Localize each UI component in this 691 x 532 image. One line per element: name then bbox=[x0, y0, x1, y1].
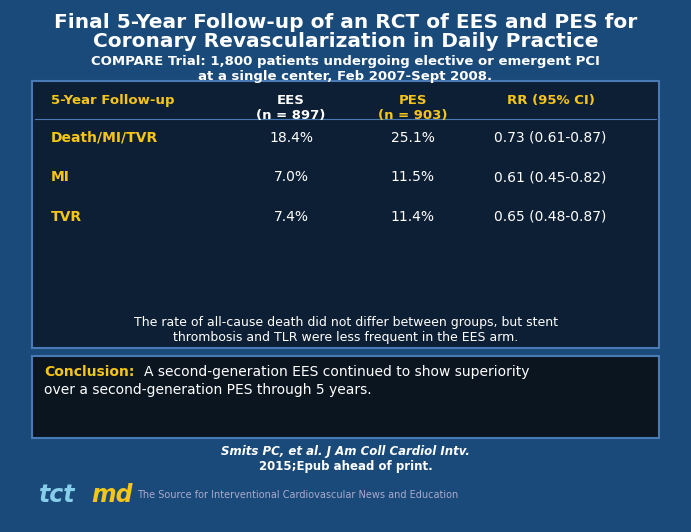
Text: Death/MI/TVR: Death/MI/TVR bbox=[51, 131, 158, 145]
Text: 0.73 (0.61-0.87): 0.73 (0.61-0.87) bbox=[494, 131, 607, 145]
Text: 2015;Epub ahead of print.: 2015;Epub ahead of print. bbox=[258, 460, 433, 473]
Text: TVR: TVR bbox=[51, 210, 82, 224]
Text: Final 5-Year Follow-up of an RCT of EES and PES for: Final 5-Year Follow-up of an RCT of EES … bbox=[54, 13, 637, 32]
Text: The rate of all-cause death did not differ between groups, but stent: The rate of all-cause death did not diff… bbox=[133, 316, 558, 329]
Text: 7.0%: 7.0% bbox=[274, 170, 309, 184]
Text: md: md bbox=[91, 483, 133, 506]
Text: 7.4%: 7.4% bbox=[274, 210, 309, 224]
Text: Conclusion:: Conclusion: bbox=[44, 365, 135, 379]
Text: The Source for Interventional Cardiovascular News and Education: The Source for Interventional Cardiovasc… bbox=[138, 489, 459, 500]
Text: Smits PC, et al. J Am Coll Cardiol Intv.: Smits PC, et al. J Am Coll Cardiol Intv. bbox=[221, 445, 470, 458]
Text: EES
(n = 897): EES (n = 897) bbox=[256, 94, 325, 122]
Text: 11.4%: 11.4% bbox=[390, 210, 435, 224]
Text: 0.61 (0.45-0.82): 0.61 (0.45-0.82) bbox=[494, 170, 607, 184]
Text: thrombosis and TLR were less frequent in the EES arm.: thrombosis and TLR were less frequent in… bbox=[173, 331, 518, 344]
Text: 5-Year Follow-up: 5-Year Follow-up bbox=[51, 94, 174, 107]
Text: RR (95% CI): RR (95% CI) bbox=[507, 94, 594, 107]
Text: 18.4%: 18.4% bbox=[269, 131, 313, 145]
Text: tct: tct bbox=[39, 483, 76, 506]
Text: over a second-generation PES through 5 years.: over a second-generation PES through 5 y… bbox=[44, 384, 372, 397]
Text: at a single center, Feb 2007-Sept 2008.: at a single center, Feb 2007-Sept 2008. bbox=[198, 70, 493, 83]
Text: A second-generation EES continued to show superiority: A second-generation EES continued to sho… bbox=[144, 365, 529, 379]
Text: 0.65 (0.48-0.87): 0.65 (0.48-0.87) bbox=[494, 210, 607, 224]
Text: Coronary Revascularization in Daily Practice: Coronary Revascularization in Daily Prac… bbox=[93, 32, 598, 51]
Text: MI: MI bbox=[51, 170, 70, 184]
Text: COMPARE Trial: 1,800 patients undergoing elective or emergent PCI: COMPARE Trial: 1,800 patients undergoing… bbox=[91, 55, 600, 69]
Text: PES
(n = 903): PES (n = 903) bbox=[378, 94, 448, 122]
Text: 11.5%: 11.5% bbox=[390, 170, 435, 184]
Text: 25.1%: 25.1% bbox=[391, 131, 435, 145]
FancyBboxPatch shape bbox=[32, 81, 659, 348]
FancyBboxPatch shape bbox=[32, 356, 659, 438]
